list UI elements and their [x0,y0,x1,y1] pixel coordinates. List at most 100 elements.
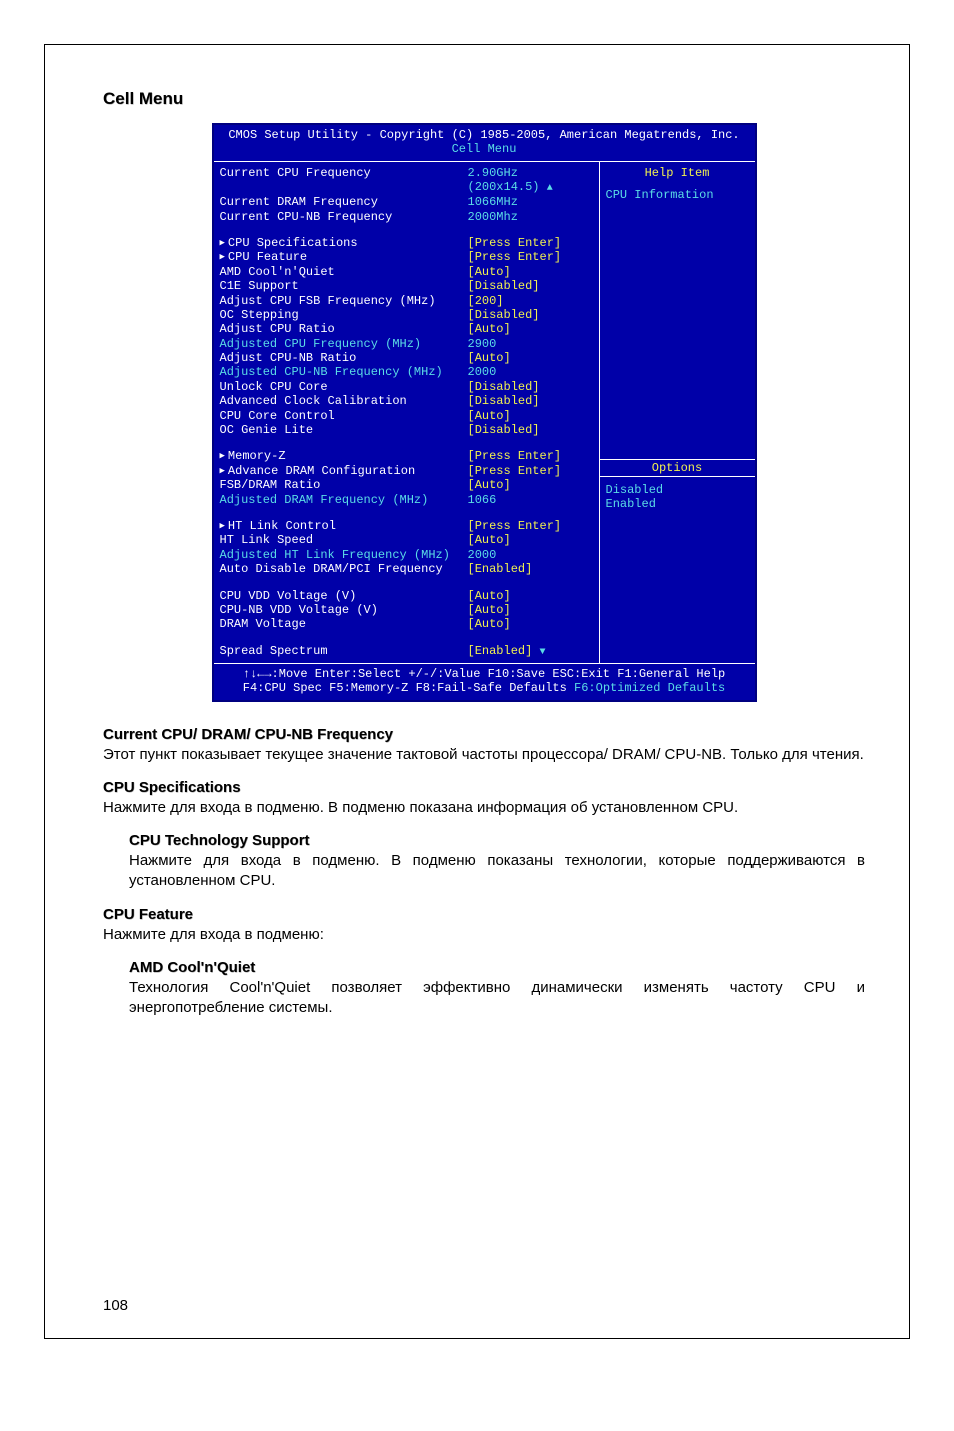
bios-row: OC Stepping [Disabled] [220,308,593,322]
bios-row-label: Advanced Clock Calibration [220,394,468,408]
description-block: CPU Feature Нажмите для входа в подменю: [103,906,865,945]
bios-row-value: 2000 [468,548,593,562]
bios-row: Adjust CPU Ratio [Auto] [220,322,593,336]
bios-row-value: [Auto] [468,617,593,631]
bios-left-panel: Current CPU Frequency 2.90GHz (200x14.5)… [214,162,600,663]
bios-row: Current CPU-NB Frequency 2000Mhz [220,210,593,224]
bios-row-value: [Press Enter] [468,250,593,264]
bios-row-value: [Enabled] [468,562,593,576]
bios-row-label: Current CPU-NB Frequency [220,210,468,224]
bios-row-label: FSB/DRAM Ratio [220,478,468,492]
bios-row-label: HT Link Speed [220,533,468,547]
bios-row-value: 1066 [468,493,593,507]
bios-row-label: AMD Cool'n'Quiet [220,265,468,279]
bios-header-line2: Cell Menu [218,142,751,156]
bios-row-value: [Disabled] [468,279,593,293]
bios-row-label: Auto Disable DRAM/PCI Frequency [220,562,468,576]
bios-row-value: [Auto] [468,322,593,336]
bios-footer-line2a: F4:CPU Spec F5:Memory-Z F8:Fail-Safe Def… [243,681,574,695]
bios-row-value: [Auto] [468,265,593,279]
bios-row-value: [Disabled] [468,308,593,322]
bios-right-panel: Help Item CPU Information Options Disabl… [600,162,755,663]
bios-row: Adjusted CPU Frequency (MHz) 2900 [220,337,593,351]
bios-row-value: [Auto] [468,533,593,547]
bios-row-value: [Enabled] ▼ [468,644,593,659]
bios-row-value: [Press Enter] [468,519,593,533]
description-title: AMD Cool'n'Quiet [129,959,865,976]
bios-row: Spread Spectrum [Enabled] ▼ [220,644,593,659]
bios-row-label: CPU Core Control [220,409,468,423]
bios-row: CPU Core Control [Auto] [220,409,593,423]
bios-row: Adjusted DRAM Frequency (MHz) 1066 [220,493,593,507]
bios-row-label: Adjusted CPU Frequency (MHz) [220,337,468,351]
description-title: CPU Technology Support [129,832,865,849]
bios-row-label: Unlock CPU Core [220,380,468,394]
bios-row-value: [Auto] [468,351,593,365]
bios-row-label: OC Genie Lite [220,423,468,437]
bios-screenshot: CMOS Setup Utility - Copyright (C) 1985-… [212,123,757,702]
bios-row: Unlock CPU Core [Disabled] [220,380,593,394]
bios-row: CPU VDD Voltage (V) [Auto] [220,589,593,603]
bios-row: Adjust CPU FSB Frequency (MHz) [200] [220,294,593,308]
bios-options-title: Options [600,459,755,477]
bios-row-label: Adjusted DRAM Frequency (MHz) [220,493,468,507]
bios-row-value: [Auto] [468,589,593,603]
page-number: 108 [103,1297,128,1314]
bios-row-label: Spread Spectrum [220,644,468,659]
bios-row-value: [Press Enter] [468,236,593,250]
bios-footer: ↑↓←→:Move Enter:Select +/-/:Value F10:Sa… [214,663,755,700]
bios-row-label: C1E Support [220,279,468,293]
description-body: Нажмите для входа в подменю: [103,925,865,945]
bios-help-title: Help Item [606,166,749,180]
description-title: Current CPU/ DRAM/ CPU-NB Frequency [103,726,865,743]
bios-row: Auto Disable DRAM/PCI Frequency [Enabled… [220,562,593,576]
bios-row-value: [Auto] [468,603,593,617]
bios-footer-line1: ↑↓←→:Move Enter:Select +/-/:Value F10:Sa… [218,667,751,681]
bios-row-label: HT Link Control [220,519,468,533]
bios-row: C1E Support [Disabled] [220,279,593,293]
bios-row: FSB/DRAM Ratio [Auto] [220,478,593,492]
bios-row: CPU Specifications [Press Enter] [220,236,593,250]
bios-row: AMD Cool'n'Quiet [Auto] [220,265,593,279]
description-body: Технология Cool'n'Quiet позволяет эффект… [129,978,865,1019]
description-block: AMD Cool'n'Quiet Технология Cool'n'Quiet… [129,959,865,1019]
description-title: CPU Specifications [103,779,865,796]
bios-row-value: [Disabled] [468,394,593,408]
bios-header: CMOS Setup Utility - Copyright (C) 1985-… [214,125,755,162]
description-block: CPU Specifications Нажмите для входа в п… [103,779,865,818]
bios-row: Adjusted HT Link Frequency (MHz) 2000 [220,548,593,562]
bios-row-value: 2.90GHz (200x14.5) ▲ [468,166,593,195]
bios-row-value: [Auto] [468,409,593,423]
bios-row-value: [200] [468,294,593,308]
bios-row-label: Current DRAM Frequency [220,195,468,209]
section-title: Cell Menu [103,89,865,109]
bios-row: Advanced Clock Calibration [Disabled] [220,394,593,408]
bios-row: DRAM Voltage [Auto] [220,617,593,631]
bios-row: Adjust CPU-NB Ratio [Auto] [220,351,593,365]
bios-row-label: CPU Feature [220,250,468,264]
bios-help-body: CPU Information [606,188,749,202]
bios-row-value: [Press Enter] [468,464,593,478]
bios-row-value: [Disabled] [468,380,593,394]
description-title: CPU Feature [103,906,865,923]
bios-row-label: Advance DRAM Configuration [220,464,468,478]
bios-row-value: [Auto] [468,478,593,492]
bios-row-label: CPU Specifications [220,236,468,250]
bios-row-label: Current CPU Frequency [220,166,468,195]
bios-row: Current CPU Frequency 2.90GHz (200x14.5)… [220,166,593,195]
description-block: Current CPU/ DRAM/ CPU-NB Frequency Этот… [103,726,865,765]
bios-row-label: Adjust CPU-NB Ratio [220,351,468,365]
bios-row-label: CPU-NB VDD Voltage (V) [220,603,468,617]
page-frame: Cell Menu CMOS Setup Utility - Copyright… [44,44,910,1339]
bios-option: Enabled [606,497,749,511]
bios-row: Current DRAM Frequency 1066MHz [220,195,593,209]
bios-row: OC Genie Lite [Disabled] [220,423,593,437]
bios-row-label: Adjust CPU FSB Frequency (MHz) [220,294,468,308]
bios-row-label: Adjusted CPU-NB Frequency (MHz) [220,365,468,379]
description-block: CPU Technology Support Нажмите для входа… [129,832,865,892]
bios-row: Advance DRAM Configuration [Press Enter] [220,464,593,478]
description-body: Нажмите для входа в подменю. В подменю п… [129,851,865,892]
description-body: Этот пункт показывает текущее значение т… [103,745,865,765]
description-body: Нажмите для входа в подменю. В подменю п… [103,798,865,818]
bios-row-value: 1066MHz [468,195,593,209]
